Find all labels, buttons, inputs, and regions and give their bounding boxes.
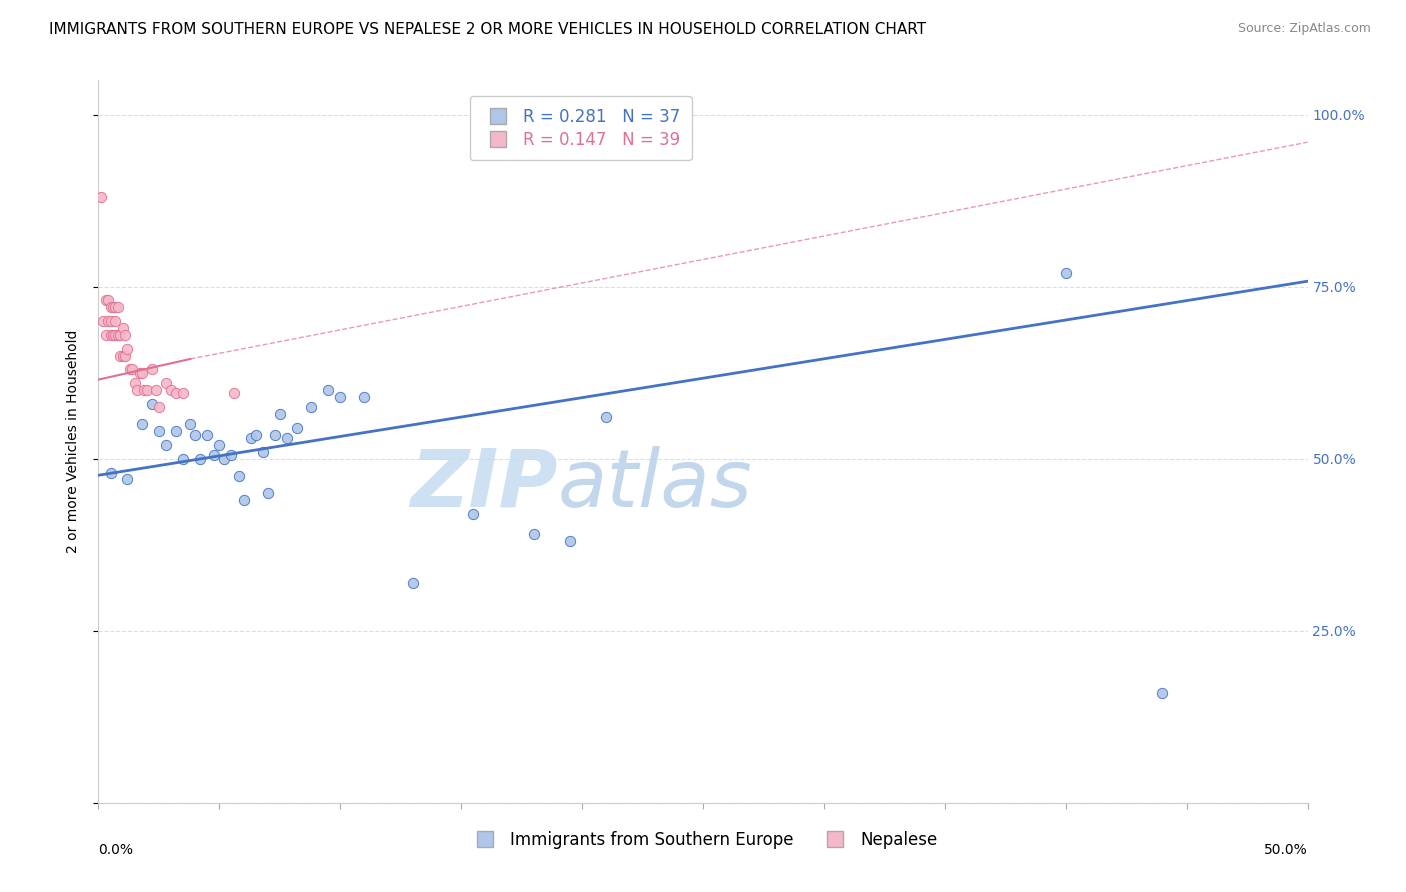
Point (155, 376, 177, 390)
Point (94, 327, 117, 342)
Point (402, 575, 425, 590)
Text: Source: ZipAtlas.com: Source: ZipAtlas.com (1237, 22, 1371, 36)
Point (100, 301, 122, 315)
Point (114, 349, 136, 363)
Point (232, 493, 254, 508)
Point (128, 366, 150, 380)
Point (100, 466, 122, 480)
Point (239, 431, 262, 445)
Point (285, 421, 308, 435)
Point (127, 383, 149, 397)
Point (107, 327, 129, 342)
Point (353, 390, 375, 404)
Point (269, 407, 291, 421)
Text: atlas: atlas (558, 446, 752, 524)
Point (316, 383, 339, 397)
Point (208, 438, 231, 452)
Point (107, 301, 129, 315)
Point (1054, 266, 1077, 280)
Point (91, 314, 114, 328)
Point (222, 386, 245, 401)
Point (148, 400, 170, 414)
Point (165, 386, 187, 401)
Point (124, 376, 146, 390)
Point (228, 469, 250, 483)
Point (141, 397, 163, 411)
Point (117, 472, 139, 486)
Point (104, 327, 127, 342)
Point (558, 534, 581, 549)
Point (131, 417, 153, 432)
Point (121, 362, 143, 376)
Point (299, 400, 322, 414)
Point (100, 314, 122, 328)
Point (134, 383, 156, 397)
Point (595, 410, 617, 425)
Point (256, 486, 278, 500)
Point (172, 386, 194, 401)
Point (104, 301, 127, 315)
Point (212, 451, 235, 466)
Point (276, 431, 298, 445)
Text: 0.0%: 0.0% (98, 843, 134, 856)
Point (179, 417, 201, 432)
Point (145, 383, 167, 397)
Point (111, 349, 134, 363)
Text: 50.0%: 50.0% (1264, 843, 1308, 856)
Point (463, 507, 485, 521)
Point (97, 293, 120, 308)
Point (165, 424, 187, 438)
Point (114, 327, 136, 342)
Point (245, 427, 267, 442)
Point (160, 383, 183, 397)
Point (101, 327, 124, 342)
Point (94, 293, 117, 308)
Point (141, 362, 163, 376)
Point (111, 321, 134, 335)
Point (172, 451, 194, 466)
Point (104, 314, 127, 328)
Text: IMMIGRANTS FROM SOUTHERN EUROPE VS NEPALESE 2 OR MORE VEHICLES IN HOUSEHOLD CORR: IMMIGRANTS FROM SOUTHERN EUROPE VS NEPAL… (49, 22, 927, 37)
Point (195, 427, 218, 442)
Point (131, 366, 153, 380)
Legend: Immigrants from Southern Europe, Nepalese: Immigrants from Southern Europe, Nepales… (461, 824, 945, 856)
Point (108, 327, 131, 342)
Y-axis label: 2 or more Vehicles in Household: 2 or more Vehicles in Household (66, 330, 80, 553)
Point (97, 314, 120, 328)
Point (117, 342, 139, 356)
Point (252, 445, 274, 459)
Point (100, 327, 122, 342)
Point (90, 190, 112, 204)
Point (108, 349, 131, 363)
Point (135, 383, 157, 397)
Point (1152, 686, 1174, 700)
Point (184, 427, 207, 442)
Text: ZIP: ZIP (411, 446, 558, 524)
Point (221, 448, 243, 462)
Point (188, 451, 211, 466)
Point (523, 527, 546, 541)
Point (101, 301, 124, 315)
Point (148, 424, 170, 438)
Point (204, 448, 226, 462)
Point (329, 390, 352, 404)
Point (118, 362, 141, 376)
Point (264, 427, 287, 442)
Point (155, 438, 177, 452)
